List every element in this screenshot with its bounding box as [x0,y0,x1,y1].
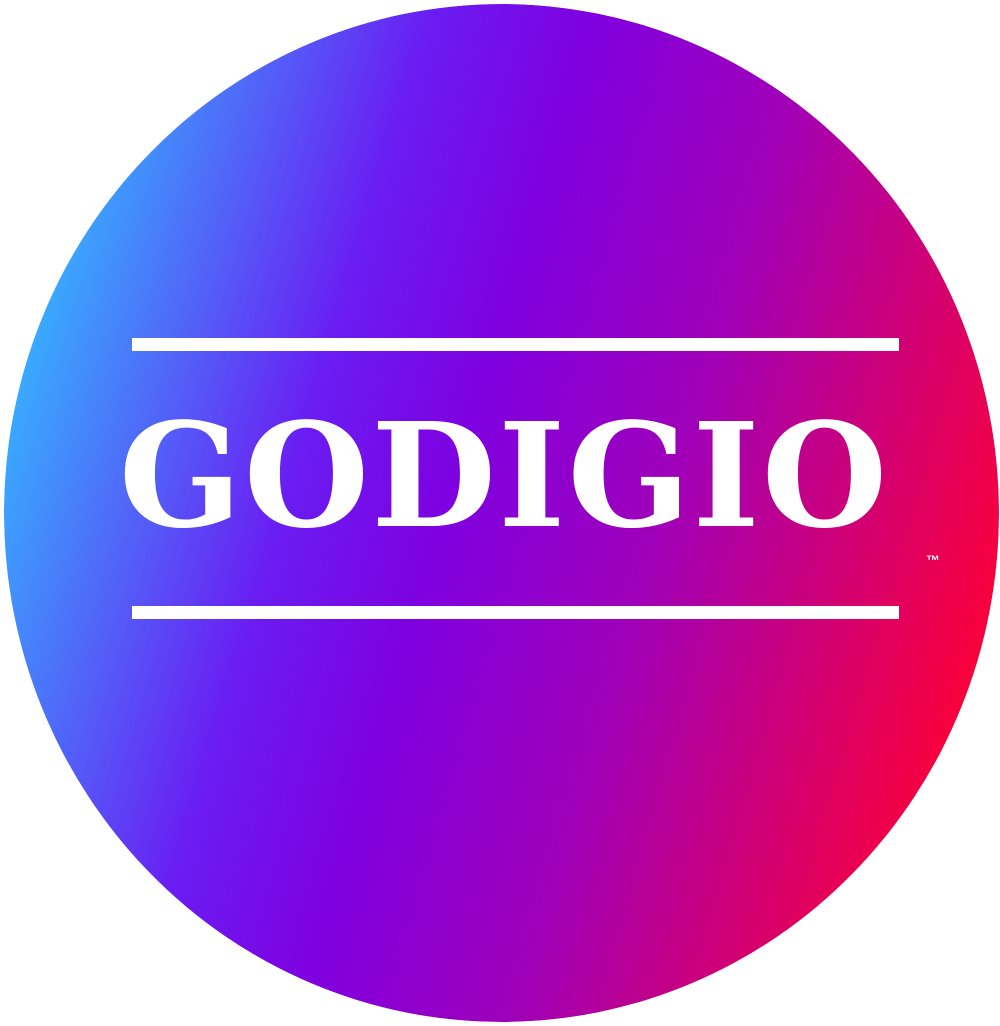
logo-wordmark: GODIGIO [118,391,890,560]
godigio-logo-badge: GODIGIO ™ [4,4,999,1022]
logo-circle [4,4,999,1022]
top-rule-line [132,338,899,351]
bottom-rule-line [132,606,899,619]
trademark-symbol: ™ [926,552,940,568]
gradient-circle [4,4,999,1022]
